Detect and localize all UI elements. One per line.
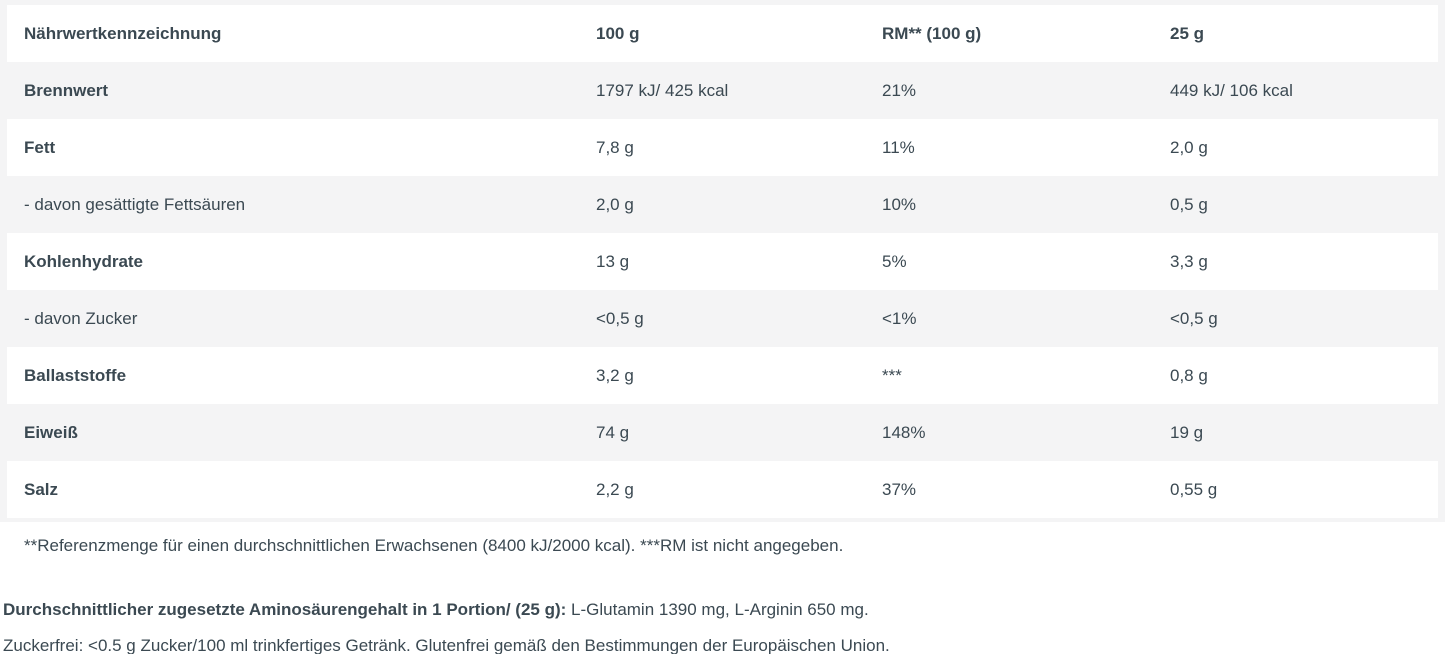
nutrient-label: Brennwert bbox=[24, 80, 109, 100]
value-per-100g: 74 g bbox=[596, 422, 630, 442]
value-per-100g: 7,8 g bbox=[596, 137, 634, 157]
value-rm: 21% bbox=[882, 80, 917, 100]
notes-section: **Referenzmenge für einen durchschnittli… bbox=[0, 535, 1445, 654]
value-per-25g: 3,3 g bbox=[1170, 251, 1208, 271]
value-per-25g: <0,5 g bbox=[1170, 308, 1218, 328]
sugar-free-note: Zuckerfrei: <0.5 g Zucker/100 ml trinkfe… bbox=[3, 636, 890, 654]
nutrient-label: Ballaststoffe bbox=[24, 365, 127, 385]
value-per-25g: 19 g bbox=[1170, 422, 1204, 442]
header-rm-100g: RM** (100 g) bbox=[882, 23, 982, 43]
table-row: - davon gesättigte Fettsäuren 2,0 g 10% … bbox=[7, 176, 1438, 233]
value-rm: *** bbox=[882, 365, 902, 385]
value-rm: 37% bbox=[882, 479, 917, 499]
table-row: Kohlenhydrate 13 g 5% 3,3 g bbox=[7, 233, 1438, 290]
value-rm: 5% bbox=[882, 251, 907, 271]
header-per-100g: 100 g bbox=[596, 23, 640, 43]
nutrient-label: Fett bbox=[24, 137, 56, 157]
table-row: - davon Zucker <0,5 g <1% <0,5 g bbox=[7, 290, 1438, 347]
table-row: Brennwert 1797 kJ/ 425 kcal 21% 449 kJ/ … bbox=[7, 62, 1438, 119]
value-rm: 10% bbox=[882, 194, 917, 214]
amino-acid-note: Durchschnittlicher zugesetzte Aminosäure… bbox=[0, 599, 1445, 621]
value-rm: <1% bbox=[882, 308, 917, 328]
table-row: Ballaststoffe 3,2 g *** 0,8 g bbox=[7, 347, 1438, 404]
table-row: Fett 7,8 g 11% 2,0 g bbox=[7, 119, 1438, 176]
header-nutrition-label: Nährwertkennzeichnung bbox=[24, 23, 222, 43]
value-per-25g: 0,8 g bbox=[1170, 365, 1208, 385]
table-row: Eiweiß 74 g 148% 19 g bbox=[7, 404, 1438, 461]
amino-acid-note-value: L-Glutamin 1390 mg, L-Arginin 650 mg. bbox=[566, 600, 869, 619]
value-per-100g: 2,2 g bbox=[596, 479, 634, 499]
nutrition-table: Nährwertkennzeichnung 100 g RM** (100 g)… bbox=[0, 0, 1445, 522]
value-per-100g: 2,0 g bbox=[596, 194, 634, 214]
value-per-100g: <0,5 g bbox=[596, 308, 644, 328]
value-rm: 11% bbox=[882, 137, 915, 157]
value-per-25g: 449 kJ/ 106 kcal bbox=[1170, 80, 1293, 100]
nutrient-label: Kohlenhydrate bbox=[24, 251, 144, 271]
amino-acid-note-label: Durchschnittlicher zugesetzte Aminosäure… bbox=[3, 600, 567, 619]
value-per-100g: 13 g bbox=[596, 251, 630, 271]
nutrient-label: - davon gesättigte Fettsäuren bbox=[24, 194, 246, 214]
header-per-25g: 25 g bbox=[1170, 23, 1205, 43]
table-row: Salz 2,2 g 37% 0,55 g bbox=[7, 461, 1438, 518]
value-per-100g: 1797 kJ/ 425 kcal bbox=[596, 80, 729, 100]
nutrient-label: Eiweiß bbox=[24, 422, 78, 442]
value-per-25g: 2,0 g bbox=[1170, 137, 1208, 157]
table-header-row: Nährwertkennzeichnung 100 g RM** (100 g)… bbox=[7, 5, 1438, 62]
nutrient-label: Salz bbox=[24, 479, 59, 499]
nutrient-label: - davon Zucker bbox=[24, 308, 138, 328]
value-rm: 148% bbox=[882, 422, 926, 442]
reference-footnote: **Referenzmenge für einen durchschnittli… bbox=[24, 536, 844, 555]
value-per-25g: 0,5 g bbox=[1170, 194, 1208, 214]
value-per-100g: 3,2 g bbox=[596, 365, 634, 385]
value-per-25g: 0,55 g bbox=[1170, 479, 1218, 499]
